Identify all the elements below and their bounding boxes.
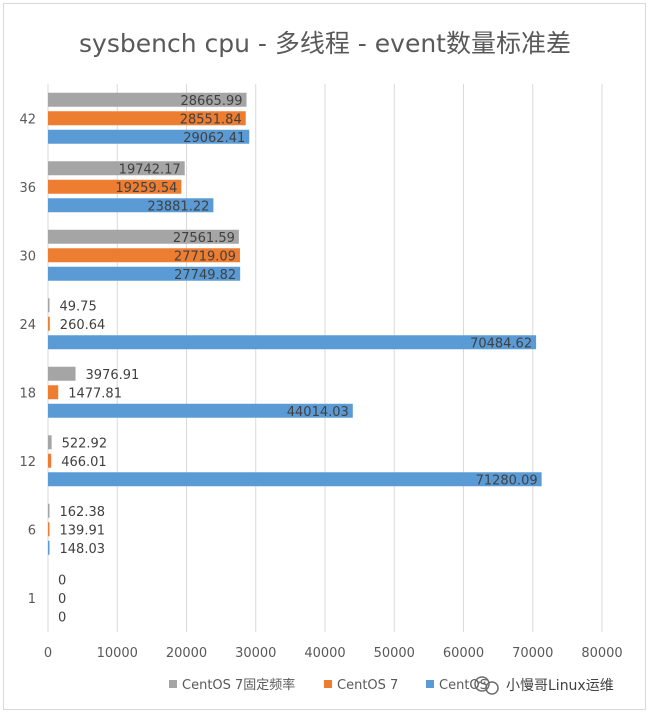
- legend-entry: CentOS 7固定频率: [182, 677, 295, 693]
- data-label: 466.01: [61, 455, 107, 470]
- bar: [48, 435, 52, 450]
- bar: [48, 198, 214, 213]
- data-label: 28551.84: [180, 112, 242, 127]
- x-tick-label: 50000: [374, 646, 415, 661]
- data-label: 27719.09: [174, 249, 236, 264]
- data-label: 522.92: [62, 436, 107, 451]
- data-label: 23881.22: [147, 199, 209, 214]
- bar: [48, 540, 50, 555]
- data-label: 0: [58, 573, 66, 588]
- x-tick-label: 80000: [581, 646, 622, 661]
- data-label: 19259.54: [115, 181, 177, 196]
- gridlines: [47, 84, 603, 632]
- data-label: 49.75: [60, 299, 97, 314]
- bar: [48, 503, 50, 518]
- data-label: 139.91: [60, 523, 106, 538]
- bars: [48, 92, 542, 555]
- data-label: 71280.09: [476, 473, 538, 488]
- data-label: 1477.81: [68, 386, 122, 401]
- data-label: 27749.82: [174, 268, 236, 283]
- x-tick-label: 20000: [166, 646, 207, 661]
- bar: [48, 472, 542, 487]
- bar: [48, 229, 239, 244]
- x-tick-label: 70000: [512, 646, 553, 661]
- data-label: 162.38: [60, 505, 106, 520]
- watermark-text: 小慢哥Linux运维: [506, 677, 614, 694]
- bar: [48, 403, 353, 418]
- legend-swatch: [169, 680, 177, 688]
- watermark: 小慢哥Linux运维: [474, 676, 614, 695]
- chart-title: sysbench cpu - 多线程 - event数量标准差: [79, 29, 571, 58]
- data-label: 70484.62: [470, 336, 532, 351]
- y-tick-label: 18: [19, 386, 36, 401]
- bar: [48, 298, 50, 313]
- y-tick-label: 12: [19, 455, 36, 470]
- data-label: 260.64: [60, 318, 106, 333]
- bar: [48, 248, 240, 263]
- chart-frame: sysbench cpu - 多线程 - event数量标准差 0 0 0 162.3…: [3, 3, 646, 710]
- x-tick-label: 30000: [235, 646, 276, 661]
- data-label: 0: [58, 592, 66, 607]
- data-label: 29062.41: [183, 131, 245, 146]
- y-tick-label: 24: [19, 318, 36, 333]
- x-tick-label: 40000: [304, 646, 345, 661]
- x-tick-label: 60000: [443, 646, 484, 661]
- bar: [48, 92, 247, 107]
- bar: [48, 366, 76, 381]
- x-axis: 0 10000 20000 30000 40000 50000 60000 70000 8000…: [44, 646, 623, 661]
- data-label: 19742.17: [119, 162, 181, 177]
- legend: CentOS 7固定频率 CentOS 7 CentOS: [169, 677, 488, 693]
- bar: [48, 129, 250, 144]
- y-tick-label: 30: [19, 249, 36, 264]
- legend-entry: CentOS 7: [337, 678, 398, 693]
- wechat-icon: [474, 676, 499, 695]
- data-label: 148.03: [60, 542, 106, 557]
- bar: [48, 385, 59, 400]
- data-label: 0: [58, 610, 66, 625]
- bar: [48, 161, 185, 176]
- x-tick-label: 0: [44, 646, 52, 661]
- y-tick-label: 1: [28, 592, 36, 607]
- data-labels: 0 0 0 162.38 139.91 148.03 522.92 466.01 71280.0…: [58, 94, 538, 626]
- chart: sysbench cpu - 多线程 - event数量标准差 0 0 0 162.3…: [19, 29, 623, 695]
- x-tick-label: 10000: [97, 646, 138, 661]
- data-label: 3976.91: [86, 368, 140, 383]
- legend-swatch: [324, 680, 332, 688]
- data-label: 44014.03: [287, 405, 349, 420]
- bar: [48, 522, 50, 537]
- y-tick-label: 36: [19, 181, 36, 196]
- bar: [48, 453, 52, 468]
- bar: [48, 266, 241, 281]
- data-label: 27561.59: [173, 231, 235, 246]
- bar: [48, 179, 182, 194]
- bar: [48, 316, 50, 331]
- data-label: 28665.99: [180, 94, 242, 109]
- y-tick-label: 6: [28, 523, 36, 538]
- y-tick-label: 42: [19, 112, 36, 127]
- legend-swatch: [426, 680, 434, 688]
- bar: [48, 335, 537, 350]
- bar: [48, 111, 246, 126]
- y-axis: 1 6 12 18 24 30 36 42: [19, 112, 36, 607]
